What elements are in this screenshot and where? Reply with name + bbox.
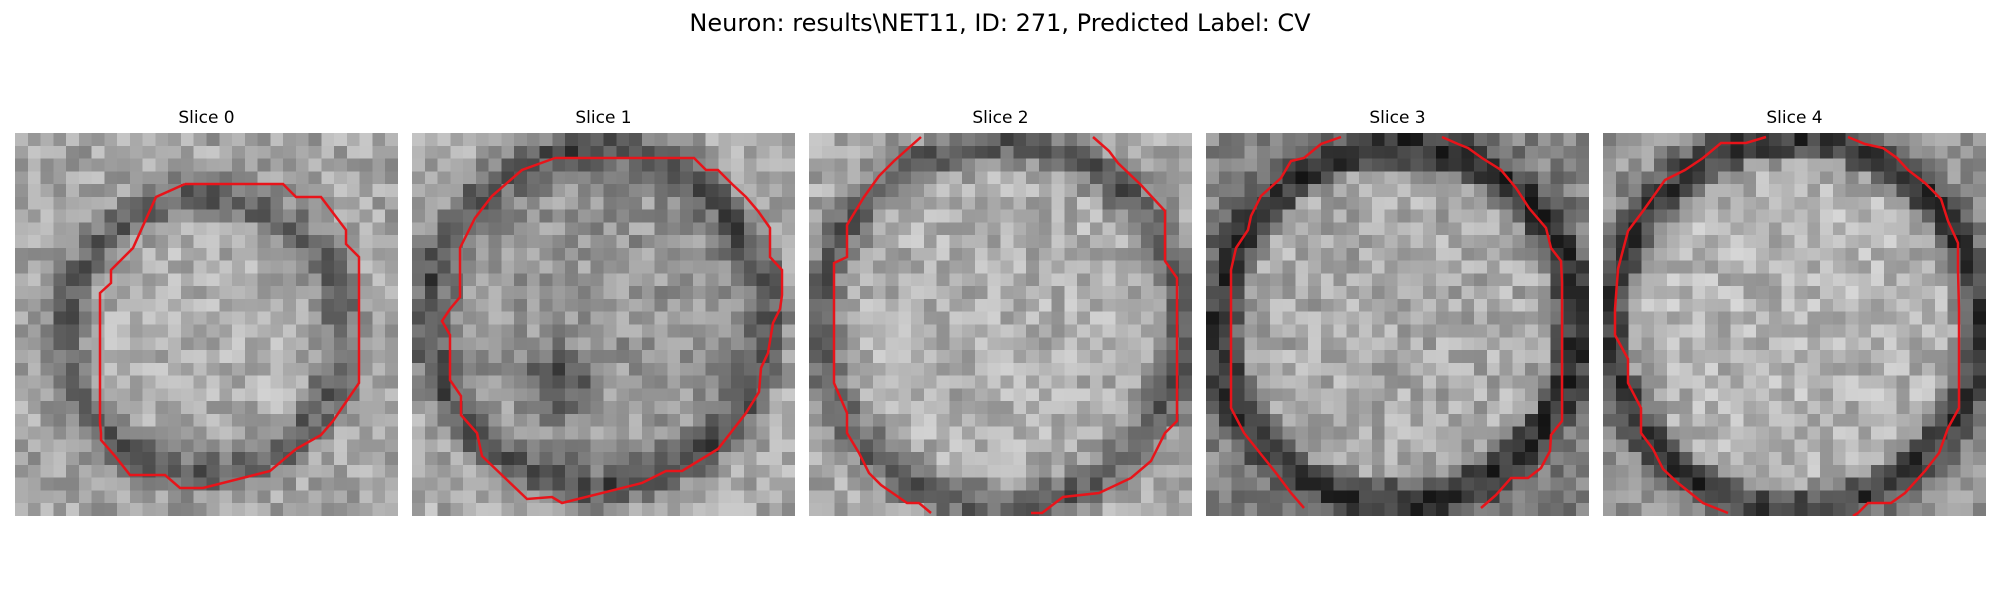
slice-image	[1206, 133, 1589, 516]
roi-contour	[98, 182, 361, 490]
slice-panel-1: Slice 1	[412, 108, 795, 516]
roi-contour	[1613, 135, 1961, 516]
slice-image	[412, 133, 795, 516]
slice-panel-0: Slice 0	[15, 108, 398, 516]
figure-title: Neuron: results\NET11, ID: 271, Predicte…	[689, 9, 1311, 37]
roi-contour	[440, 156, 784, 505]
slice-panel-2: Slice 2	[809, 108, 1192, 516]
slice-title: Slice 3	[1369, 108, 1426, 128]
slice-panel-3: Slice 3	[1206, 108, 1589, 516]
slice-image	[15, 133, 398, 516]
grayscale-image	[412, 133, 795, 516]
roi-contour	[832, 136, 1179, 515]
slice-title: Slice 1	[575, 108, 632, 128]
slice-title: Slice 4	[1766, 108, 1823, 128]
slice-image	[809, 133, 1192, 516]
slice-panel-4: Slice 4	[1603, 108, 1986, 516]
roi-contour	[1229, 135, 1564, 509]
slice-image	[1603, 133, 1986, 516]
grayscale-image	[15, 133, 398, 516]
slice-title: Slice 2	[972, 108, 1029, 128]
grayscale-image	[1206, 133, 1589, 516]
slice-title: Slice 0	[178, 108, 235, 128]
